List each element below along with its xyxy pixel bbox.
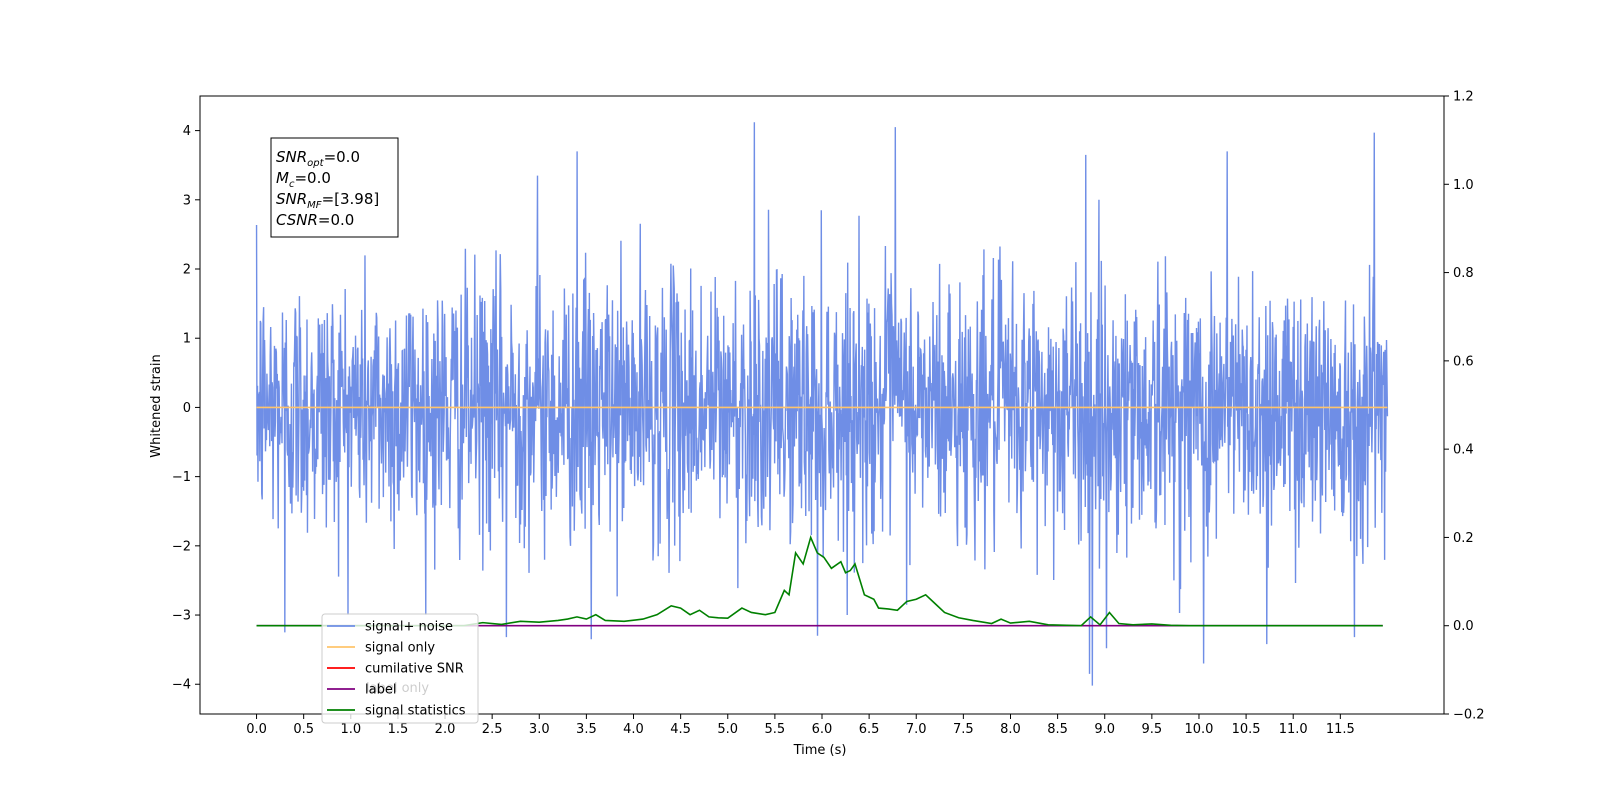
series-signal-statistics-line — [256, 535, 1383, 627]
x-tick-label: 9.5 — [1142, 722, 1163, 737]
series-signal-noise-line — [255, 122, 1389, 686]
x-tick-label: 3.5 — [576, 722, 597, 737]
legend-label: signal statistics — [365, 704, 466, 719]
x-tick-label: 4.0 — [623, 722, 644, 737]
x-tick-label: 5.5 — [765, 722, 786, 737]
y-tick-label: 0 — [183, 401, 191, 416]
x-axis: 0.0 0.5 1.0 1.5 2.0 2.5 3.0 3.5 4.0 4.5 5.0 5.5 6.0 6… — [246, 714, 1355, 737]
x-axis-label: Time (s) — [793, 743, 847, 758]
x-tick-label: 10.5 — [1232, 722, 1261, 737]
y2-tick-label: 0.6 — [1453, 354, 1474, 369]
x-tick-label: 6.5 — [859, 722, 880, 737]
x-tick-label: 1.0 — [340, 722, 361, 737]
legend-label: label — [365, 683, 396, 698]
x-tick-label: 10.0 — [1184, 722, 1213, 737]
legend-frame — [321, 613, 479, 724]
x-tick-label: 11.0 — [1279, 722, 1308, 737]
legend-label: signal+ noise — [365, 620, 453, 635]
y2-tick-label: −0.2 — [1453, 708, 1485, 723]
y-tick-label: 2 — [183, 263, 191, 278]
y-tick-label: 4 — [183, 124, 191, 139]
legend-label: cumilative SNR — [365, 662, 464, 677]
y2-tick-label: 0.8 — [1453, 266, 1474, 281]
y-axis-right: −0.2 0.0 0.2 0.4 0.6 0.8 1.0 1.2 — [1444, 90, 1485, 723]
y-axis-label: Whitened strain — [149, 354, 164, 457]
x-tick-label: 8.0 — [1000, 722, 1021, 737]
plot-area — [255, 122, 1389, 686]
x-tick-label: 6.0 — [812, 722, 833, 737]
x-tick-label: 9.0 — [1094, 722, 1115, 737]
y-tick-label: −2 — [172, 539, 191, 554]
x-tick-label: 5.0 — [717, 722, 738, 737]
x-tick-label: 0.5 — [293, 722, 314, 737]
x-tick-label: 2.0 — [435, 722, 456, 737]
annotation-line: SNRMF=[3.98] — [276, 190, 379, 211]
y-tick-label: −4 — [172, 678, 191, 693]
y-tick-label: 1 — [183, 332, 191, 347]
y2-tick-label: 0.4 — [1453, 443, 1474, 458]
x-tick-label: 11.5 — [1326, 722, 1355, 737]
annotation-line: SNRopt=0.0 — [276, 148, 360, 169]
y2-tick-label: 1.0 — [1453, 178, 1474, 193]
annotation-line: Mc=0.0 — [276, 169, 331, 190]
x-tick-label: 3.0 — [529, 722, 550, 737]
y-tick-label: 3 — [183, 193, 191, 208]
x-tick-label: 4.5 — [670, 722, 691, 737]
y2-tick-label: 0.0 — [1453, 619, 1474, 634]
x-tick-label: 7.5 — [953, 722, 974, 737]
y-tick-label: −3 — [172, 609, 191, 624]
x-tick-label: 1.5 — [388, 722, 409, 737]
y-axis-left: −4 −3 −2 −1 0 1 2 3 4 — [172, 124, 200, 693]
y2-tick-label: 1.2 — [1453, 90, 1474, 105]
x-tick-label: 8.5 — [1047, 722, 1068, 737]
annotation-line: CSNR=0.0 — [276, 211, 354, 229]
x-tick-label: 7.0 — [906, 722, 927, 737]
x-tick-label: 2.5 — [482, 722, 503, 737]
y2-tick-label: 0.2 — [1453, 531, 1474, 546]
y-tick-label: −1 — [172, 470, 191, 485]
x-tick-label: 0.0 — [246, 722, 267, 737]
legend-label: signal only — [365, 641, 435, 656]
